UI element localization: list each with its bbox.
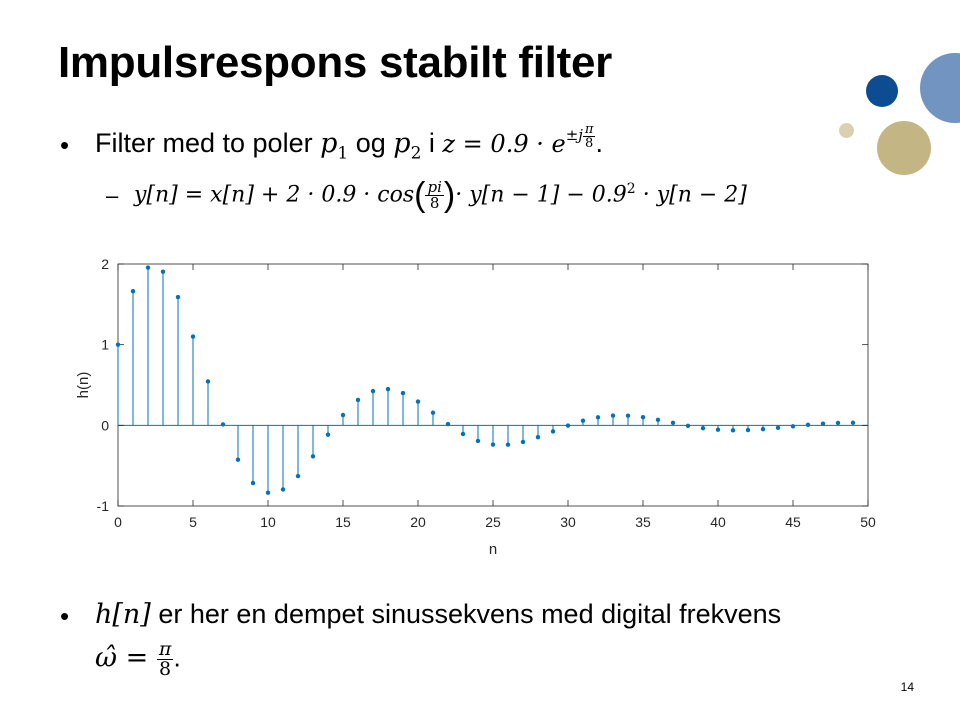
stem-marker (190, 334, 196, 339)
stem-marker (790, 424, 796, 429)
stem-marker (280, 487, 286, 492)
stem-marker (715, 427, 721, 432)
stem-marker (520, 439, 526, 445)
stem-marker (325, 432, 331, 437)
y-axis-label: h(n) (75, 372, 92, 399)
y-tick-label: 0 (101, 417, 109, 433)
stem-marker (490, 442, 496, 447)
math-h-n: h[n] (95, 599, 151, 630)
stem-marker (400, 390, 406, 396)
x-tick-label: 45 (785, 514, 801, 530)
bullet-text: Filter med to poler (95, 128, 321, 158)
sub-bullet-marker: – (106, 183, 119, 208)
stem-marker (775, 425, 781, 431)
decorative-circle-dark-blue (866, 75, 898, 107)
math-p2: p2 (393, 128, 422, 164)
stem-marker (175, 294, 181, 300)
stem-marker (745, 427, 751, 433)
stem-marker (445, 421, 451, 427)
stem-marker (700, 425, 706, 431)
equation-right: · y[n − 2] (635, 182, 747, 208)
bullet-end: . (173, 642, 181, 673)
x-tick-label: 10 (260, 514, 276, 530)
stem-marker (205, 379, 211, 384)
stem-marker (730, 428, 736, 433)
bullet-text: i (421, 128, 443, 158)
difference-equation: y[n] = x[n] + 2 · 0.9 · cos(pi 8)· y[n − … (134, 176, 747, 214)
stem-marker (805, 422, 811, 428)
stem-marker (250, 480, 256, 486)
stem-marker (235, 457, 241, 462)
stem-marker (340, 412, 346, 418)
stem-marker (565, 423, 571, 428)
y-tick-label: -1 (97, 498, 110, 514)
stem-marker (760, 427, 766, 432)
stem-marker (580, 418, 586, 423)
page-number: 14 (900, 680, 914, 694)
stem-marker (595, 415, 601, 420)
stem-marker (355, 397, 361, 403)
x-tick-label: 0 (114, 514, 122, 530)
x-tick-label: 5 (189, 514, 197, 530)
stem-marker (370, 388, 376, 394)
x-axis-label: n (489, 541, 497, 558)
stem-marker (850, 420, 856, 425)
equation-superscript: 2 (626, 180, 636, 197)
stem-marker (610, 413, 616, 418)
stem-marker (835, 420, 841, 426)
stem-marker (505, 442, 511, 447)
x-tick-label: 20 (410, 514, 426, 530)
bullet-text: og (348, 128, 394, 158)
bullet-end: . (595, 128, 603, 158)
decorative-circle-light-tan (839, 123, 854, 138)
bullet-marker: • (60, 601, 70, 631)
stem-marker (670, 420, 676, 426)
bullet-filter-poles: Filter med to poler p1 og p2 i z = 0.9 ·… (95, 121, 603, 164)
stem-marker (655, 417, 661, 422)
bullet-damped-sinusoid: h[n] er her en dempet sinussekvens med d… (95, 599, 781, 630)
stem-marker (415, 399, 421, 404)
y-tick-label: 2 (101, 256, 109, 272)
x-tick-label: 50 (860, 514, 876, 530)
x-tick-label: 15 (335, 514, 351, 530)
x-tick-label: 40 (710, 514, 726, 530)
math-p1: p1 (320, 128, 349, 164)
stem-marker (220, 422, 226, 427)
stem-marker (535, 434, 541, 440)
y-tick-label: 1 (101, 337, 109, 353)
stem-marker (625, 413, 631, 418)
slide-title: Impulsrespons stabilt filter (58, 38, 612, 87)
bullet-text: er her en dempet sinussekvens med digita… (150, 599, 782, 629)
decorative-circle-tan (877, 121, 931, 175)
stem-marker (295, 473, 301, 479)
stem-marker (160, 269, 166, 274)
stem-marker (685, 423, 691, 429)
stem-marker (265, 490, 271, 495)
stem-marker (145, 265, 151, 270)
stem-marker (820, 421, 826, 426)
stem-marker (130, 288, 136, 294)
stem-marker (385, 386, 391, 392)
stem-marker (460, 431, 466, 437)
math-exponent: ±j π 8 (565, 121, 596, 151)
equation-left: y[n] = x[n] + 2 · 0.9 · cos (134, 182, 415, 208)
stem-marker (640, 414, 646, 420)
bullet-marker: • (60, 130, 70, 160)
stem-marker (550, 429, 556, 434)
stem-marker (430, 410, 436, 415)
x-tick-label: 25 (485, 514, 501, 530)
stem-marker (115, 342, 121, 347)
math-z-expression: z = 0.9 · e (442, 130, 566, 158)
stem-marker (310, 454, 316, 459)
stem-marker (475, 438, 481, 444)
math-omega: ω̂ = (95, 642, 157, 674)
equation-fraction: pi 8 (425, 178, 444, 212)
equation-middle: · y[n − 1] − 0.9 (455, 182, 627, 208)
plot-area (117, 263, 869, 507)
x-tick-label: 35 (635, 514, 651, 530)
x-tick-label: 30 (560, 514, 576, 530)
